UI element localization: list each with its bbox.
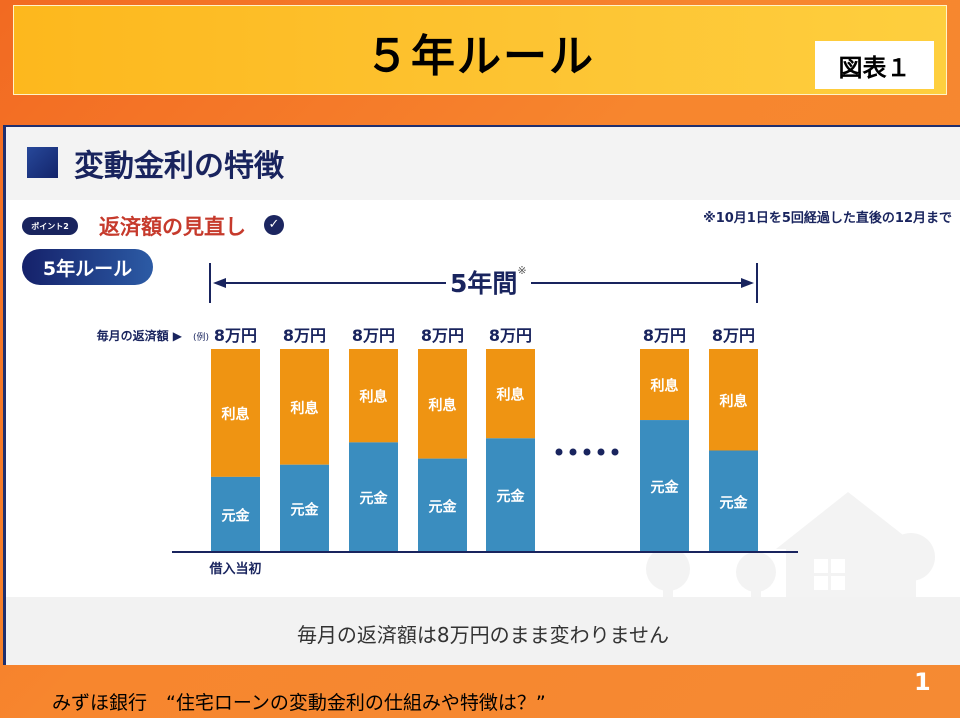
row-label: 毎月の返済額 ▶ <box>97 328 183 343</box>
bar-interest <box>709 349 758 451</box>
ellipsis-dot <box>611 448 619 456</box>
bar-principal <box>280 464 329 552</box>
title-banner: ５年ルール 図表１ <box>13 5 947 95</box>
bar-interest-label: 利息 <box>291 400 319 417</box>
ellipsis-dot <box>569 448 577 456</box>
bar-interest <box>418 349 467 459</box>
bar-interest-label: 利息 <box>720 393 748 410</box>
arrow-left-icon <box>213 278 226 288</box>
panel-header: 変動金利の特徴 <box>6 127 960 200</box>
bar-total-label: 8万円 <box>421 326 464 345</box>
bar-principal <box>211 476 260 552</box>
bar-principal-label: 元金 <box>291 501 320 518</box>
bar-interest <box>640 349 689 421</box>
bar-interest <box>211 349 260 477</box>
message-band <box>6 597 960 665</box>
bar-total-label: 8万円 <box>352 326 395 345</box>
period-label: 5年間※ <box>446 264 531 300</box>
page-number: 1 <box>914 668 931 696</box>
rule-badge: 5年ルール <box>22 249 153 285</box>
bar-total-label: 8万円 <box>283 326 326 345</box>
bar-interest-label: 利息 <box>497 387 525 404</box>
bar-principal <box>486 438 535 552</box>
slide-title: ５年ルール <box>365 31 595 82</box>
category-label: 借入当初 <box>208 561 261 577</box>
check-circle-icon: ✓ <box>264 215 284 235</box>
bar-principal-label: 元金 <box>360 490 389 507</box>
bar-total-label: 8万円 <box>214 326 257 345</box>
arrow-right-icon <box>741 278 754 288</box>
example-marker: (例) <box>193 331 209 343</box>
bar-interest-label: 利息 <box>360 389 388 406</box>
ellipsis-dot <box>597 448 605 456</box>
bar-interest-label: 利息 <box>429 397 457 414</box>
bar-interest <box>349 349 398 443</box>
heading-square-icon <box>27 147 58 178</box>
period-note: ※ <box>517 264 527 277</box>
ellipsis-dot <box>555 448 563 456</box>
bar-principal-label: 元金 <box>222 507 251 524</box>
period-label-text: 5年間 <box>450 269 518 298</box>
bar-principal <box>349 442 398 552</box>
panel-heading: 変動金利の特徴 <box>74 149 284 184</box>
content-panel: 変動金利の特徴 ポイント2 返済額の見直し ✓ ※10月1日を5回経過した直後の… <box>3 125 960 665</box>
bar-principal-label: 元金 <box>497 488 526 505</box>
bar-interest <box>486 349 535 439</box>
bar-principal-label: 元金 <box>429 498 458 515</box>
bar-total-label: 8万円 <box>712 326 755 345</box>
bar-principal-label: 元金 <box>651 479 680 496</box>
ellipsis-dot <box>583 448 591 456</box>
bar-interest <box>280 349 329 465</box>
house-window-icon <box>814 559 845 590</box>
bottom-message: 毎月の返済額は8万円のまま変わりません <box>296 623 670 647</box>
figure-label: 図表１ <box>815 41 934 89</box>
point-badge: ポイント2 <box>22 217 78 235</box>
bar-interest-label: 利息 <box>651 378 679 395</box>
bar-total-label: 8万円 <box>643 326 686 345</box>
bar-principal-label: 元金 <box>720 494 749 511</box>
bar-principal <box>640 420 689 552</box>
bar-interest-label: 利息 <box>222 406 250 423</box>
point-title: 返済額の見直し <box>99 215 246 239</box>
house-background-icon <box>646 492 935 597</box>
source-citation: みずほ銀行 “住宅ローンの変動金利の仕組みや特徴は？” <box>52 692 546 714</box>
bar-total-label: 8万円 <box>489 326 532 345</box>
bar-principal <box>418 458 467 552</box>
footnote: ※10月1日を5回経過した直後の12月まで <box>703 211 952 226</box>
bar-principal <box>709 450 758 552</box>
